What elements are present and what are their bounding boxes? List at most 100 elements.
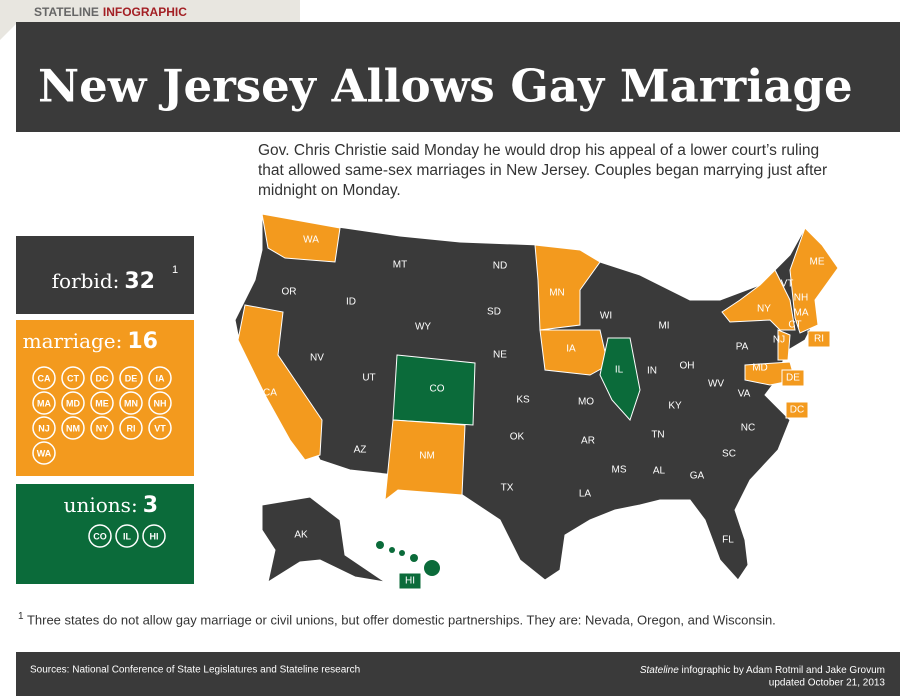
state-label: MS (612, 465, 627, 476)
state-badge (148, 366, 172, 390)
state-badge (148, 391, 172, 415)
state-label: AK (294, 530, 308, 541)
island (389, 547, 395, 553)
state-label: NJ (773, 335, 785, 346)
state-label: NM (419, 451, 435, 462)
title: New Jersey Allows Gay Marriage (38, 60, 853, 113)
state-label: MD (752, 363, 768, 374)
kicker-tab (0, 0, 300, 40)
state-badge-label: IA (156, 373, 166, 383)
state-badge-label: NJ (38, 423, 50, 433)
state-shape (237, 304, 323, 461)
state-label: MN (549, 288, 565, 299)
state-badge (61, 366, 85, 390)
state-shape (539, 329, 609, 376)
legend-label: forbid: 32 (52, 269, 155, 295)
credit-italic: Stateline (640, 665, 679, 676)
callout-box (781, 369, 805, 387)
state-shape (777, 329, 791, 361)
state-label: WV (708, 379, 724, 390)
legend-panel (16, 320, 194, 476)
state-badge (61, 391, 85, 415)
footnote-text: Three states do not allow gay marriage o… (26, 612, 776, 628)
state-label: CT (788, 320, 801, 331)
state-label: VA (738, 389, 751, 400)
state-label: AL (653, 466, 666, 477)
state-label: OR (282, 287, 297, 298)
map: WA OR CA NV ID MT WY UT AZ CO NM ND SD NE KS OK TX MN IA MO… (234, 213, 839, 590)
state-label: WA (303, 235, 319, 246)
legend-label-text: marriage: (23, 329, 123, 353)
state-label: SC (722, 449, 736, 460)
state-label: MI (658, 321, 669, 332)
state-label: MA (794, 308, 809, 319)
state-label: WI (600, 311, 612, 322)
state-badge (32, 366, 56, 390)
island (376, 541, 384, 549)
state-label: UT (362, 373, 375, 384)
legend-label: marriage: 16 (23, 329, 158, 355)
legend-count: 3 (143, 493, 158, 518)
state-badge-label: DE (125, 373, 138, 383)
state-label: SD (487, 307, 501, 318)
state-label: RI (814, 334, 824, 345)
state-label: DE (786, 373, 800, 384)
state-label: NE (493, 350, 507, 361)
state-label: ME (810, 257, 825, 268)
legend-panel (16, 236, 194, 314)
state-label: NH (794, 293, 808, 304)
state-label: NV (310, 353, 324, 364)
state-badge (90, 391, 114, 415)
state-label: WY (415, 322, 431, 333)
legend-count: 16 (127, 329, 158, 354)
state-label: FL (722, 535, 734, 546)
state-label: MT (393, 260, 407, 271)
state-label: DC (790, 405, 804, 416)
state-label: NY (757, 304, 771, 315)
state-label: CA (263, 388, 277, 399)
state-label: AR (581, 436, 595, 447)
state-badge (119, 391, 143, 415)
legend-label: unions: 3 (64, 493, 158, 519)
state-label: KS (516, 395, 530, 406)
state-badge (142, 524, 166, 548)
island (410, 554, 418, 562)
state-label: CO (430, 384, 445, 395)
state-badge-label: CO (93, 531, 107, 541)
state-label: IL (615, 365, 624, 376)
credit-text: infographic by Adam Rotmil and Jake Grov… (679, 665, 885, 676)
state-label: GA (690, 471, 705, 482)
callout-box (398, 572, 422, 590)
state-label: LA (579, 489, 592, 500)
state-badge-label: MN (124, 398, 138, 408)
legend-label-text: unions: (64, 493, 138, 517)
state-label: MO (578, 397, 594, 408)
state-badge (32, 391, 56, 415)
state-label: AZ (354, 445, 367, 456)
state-label: OK (510, 432, 525, 443)
state-badge (119, 416, 143, 440)
state-badge (32, 416, 56, 440)
sources: Sources: National Conference of State Le… (30, 665, 360, 676)
state-shape (599, 337, 641, 421)
state-shape (534, 244, 601, 331)
state-label: IN (647, 366, 657, 377)
state-badge-label: VT (154, 423, 166, 433)
state-badge (115, 524, 139, 548)
legend-count: 32 (124, 269, 155, 294)
title-bar (16, 22, 900, 132)
state-label: HI (405, 576, 415, 587)
legend: forbid: 32 1 marriage: 16 CA CT DC DE IA MA MD ME MN N… (16, 236, 194, 584)
callout-box (785, 401, 809, 419)
state-label: KY (668, 401, 682, 412)
kicker-plain: STATELINE (34, 5, 99, 19)
state-badge-label: IL (123, 531, 132, 541)
state-badge (90, 366, 114, 390)
state-badge-label: MA (37, 398, 51, 408)
state-label: IA (566, 344, 576, 355)
state-shape (384, 419, 466, 502)
state-badge-label: NH (154, 398, 167, 408)
description: Gov. Chris Christie said Monday he would… (258, 142, 828, 199)
state-badge-label: DC (96, 373, 109, 383)
